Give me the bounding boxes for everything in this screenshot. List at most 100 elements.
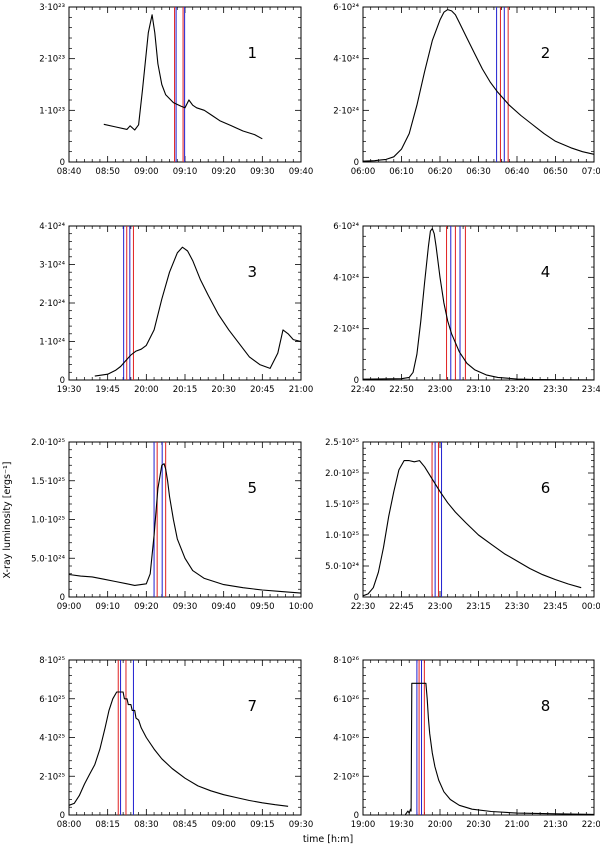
x-tick-label: 09:40 <box>289 167 314 177</box>
y-tick-label: 1.5·10²⁵ <box>31 477 65 487</box>
x-tick-label: 22:00 <box>582 820 600 830</box>
x-tick-label: 21:00 <box>505 820 530 830</box>
y-tick-label: 8·10²⁵ <box>39 656 65 666</box>
luminosity-curve <box>94 246 302 377</box>
x-tick-label: 06:00 <box>351 167 376 177</box>
y-tick-label: 0 <box>354 593 359 603</box>
x-tick-label: 08:00 <box>57 820 82 830</box>
panel-4: 22:40 22:50 23:00 23:10 23:20 23:30 23:40 0 2·10… <box>333 222 600 395</box>
x-tick-label: 22:45 <box>389 602 414 612</box>
y-tick-label: 0 <box>354 811 359 821</box>
x-tick-label: 08:30 <box>134 820 159 830</box>
luminosity-curve <box>103 14 263 140</box>
y-tick-label: 6·10²⁴ <box>333 3 359 13</box>
y-tick-label: 1·10²⁴ <box>39 338 65 348</box>
x-tick-label: 20:00 <box>428 820 453 830</box>
panels: 08:40 08:50 09:00 09:10 09:20 09:30 09:40 0 1·10… <box>31 3 600 830</box>
luminosity-curve <box>404 682 595 815</box>
y-tick-label: 0 <box>60 158 65 168</box>
x-tick-label: 19:30 <box>57 385 82 395</box>
y-tick-label: 0 <box>60 811 65 821</box>
panel-frame <box>362 6 595 163</box>
x-tick-label: 06:30 <box>466 167 491 177</box>
x-tick-label: 07:00 <box>582 167 600 177</box>
x-tick-label: 09:15 <box>250 820 275 830</box>
x-tick-label: 23:00 <box>428 385 453 395</box>
x-tick-label: 09:30 <box>173 602 198 612</box>
y-tick-label: 1·10²³ <box>39 106 65 116</box>
panel-number: 5 <box>248 479 258 497</box>
y-tick-label: 5.0·10²⁴ <box>325 562 359 572</box>
panel-number: 1 <box>248 44 258 62</box>
x-tick-label: 22:50 <box>389 385 414 395</box>
y-tick-label: 5.0·10²⁴ <box>31 554 65 564</box>
x-tick-label: 23:45 <box>543 602 568 612</box>
x-tick-label: 22:40 <box>351 385 376 395</box>
x-tick-label: 20:30 <box>211 385 236 395</box>
x-tick-label: 09:00 <box>134 167 159 177</box>
x-tick-label: 08:40 <box>57 167 82 177</box>
x-tick-label: 09:20 <box>211 167 236 177</box>
x-tick-label: 23:15 <box>466 602 491 612</box>
x-tick-label: 09:00 <box>57 602 82 612</box>
y-tick-label: 1.0·10²⁵ <box>325 531 359 541</box>
y-tick-label: 6·10²⁴ <box>333 222 359 232</box>
x-tick-label: 23:30 <box>543 385 568 395</box>
x-tick-label: 09:30 <box>250 167 275 177</box>
x-tick-label: 19:45 <box>95 385 120 395</box>
panel-number: 2 <box>541 44 551 62</box>
x-tick-label: 23:10 <box>466 385 491 395</box>
y-tick-label: 3·10²³ <box>39 3 65 13</box>
y-tick-label: 2.5·10²⁵ <box>325 438 359 448</box>
y-tick-label: 4·10²⁵ <box>39 734 65 744</box>
x-tick-label: 09:10 <box>173 167 198 177</box>
y-tick-label: 0 <box>354 376 359 386</box>
x-tick-label: 20:30 <box>466 820 491 830</box>
x-tick-label: 23:00 <box>428 602 453 612</box>
panel-frame <box>362 659 595 816</box>
x-tick-label: 06:50 <box>543 167 568 177</box>
panel-number: 4 <box>541 263 551 281</box>
x-tick-label: 06:20 <box>428 167 453 177</box>
x-tick-label: 20:00 <box>134 385 159 395</box>
y-tick-label: 2·10²⁴ <box>39 299 65 309</box>
x-tick-label: 09:40 <box>211 602 236 612</box>
x-tick-label: 22:30 <box>351 602 376 612</box>
panel-frame <box>362 441 595 598</box>
y-tick-label: 3·10²⁴ <box>39 261 65 271</box>
y-tick-label: 0 <box>354 158 359 168</box>
x-tick-label: 08:45 <box>173 820 198 830</box>
panel-1: 08:40 08:50 09:00 09:10 09:20 09:30 09:40 0 1·10… <box>39 3 313 177</box>
luminosity-curve <box>68 691 289 807</box>
y-tick-label: 2.0·10²⁵ <box>325 469 359 479</box>
luminosity-curve <box>68 463 302 594</box>
luminosity-curve <box>362 460 582 597</box>
x-tick-label: 23:30 <box>505 602 530 612</box>
y-tick-label: 2.0·10²⁵ <box>31 438 65 448</box>
x-tick-label: 19:00 <box>351 820 376 830</box>
y-tick-label: 6·10²⁶ <box>333 695 359 705</box>
panel-number: 3 <box>248 263 258 281</box>
x-tick-label: 19:30 <box>389 820 414 830</box>
y-tick-label: 2·10²⁵ <box>39 772 65 782</box>
x-tick-label: 21:30 <box>543 820 568 830</box>
panel-2: 06:00 06:10 06:20 06:30 06:40 06:50 07:00 0 2·10… <box>333 3 600 177</box>
x-tick-label: 23:40 <box>582 385 600 395</box>
y-tick-label: 2·10²³ <box>39 55 65 65</box>
y-tick-label: 2·10²⁴ <box>333 106 359 116</box>
x-tick-label: 09:20 <box>134 602 159 612</box>
x-tick-label: 09:30 <box>289 820 314 830</box>
x-tick-label: 21:00 <box>289 385 314 395</box>
x-tick-label: 09:50 <box>250 602 275 612</box>
panel-3: 19:30 19:45 20:00 20:15 20:30 20:45 21:00 0 1·10… <box>39 222 313 395</box>
y-axis-title: X-ray luminosity [ergs⁻¹] <box>2 462 13 579</box>
y-tick-label: 6·10²⁵ <box>39 695 65 705</box>
y-tick-label: 4·10²⁴ <box>39 222 65 232</box>
y-tick-label: 0 <box>60 376 65 386</box>
panel-frame <box>68 441 302 598</box>
x-tick-label: 20:45 <box>250 385 275 395</box>
x-tick-label: 23:20 <box>505 385 530 395</box>
y-tick-label: 4·10²⁶ <box>333 734 359 744</box>
x-tick-label: 06:40 <box>505 167 530 177</box>
